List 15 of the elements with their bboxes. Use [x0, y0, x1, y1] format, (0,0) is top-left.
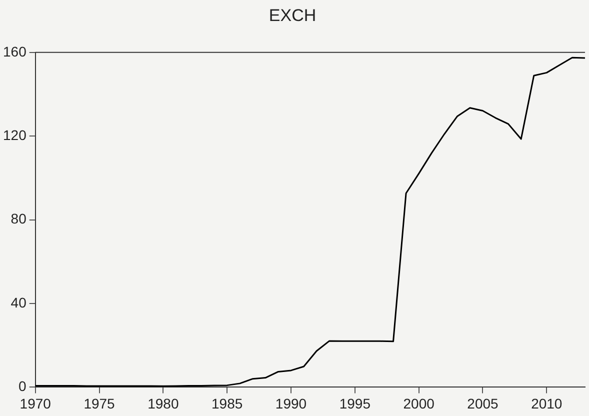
x-tick-label: 2000 — [403, 395, 435, 412]
chart-title: EXCH — [268, 6, 316, 25]
y-tick-label: 80 — [10, 210, 27, 227]
x-tick-label: 2005 — [467, 395, 499, 412]
y-tick-label: 120 — [3, 126, 27, 143]
x-tick-label: 1990 — [275, 395, 307, 412]
x-tick-label: 1995 — [339, 395, 371, 412]
x-tick-label: 1975 — [84, 395, 116, 412]
y-tick-label: 40 — [10, 294, 27, 310]
y-tick-label: 0 — [18, 378, 27, 394]
x-tick-label: 1985 — [212, 395, 243, 412]
y-tick-label: 160 — [3, 43, 27, 60]
x-tick-label: 2010 — [531, 395, 562, 412]
x-tick-label: 1980 — [148, 395, 179, 412]
x-tick-label: 1970 — [20, 395, 52, 412]
